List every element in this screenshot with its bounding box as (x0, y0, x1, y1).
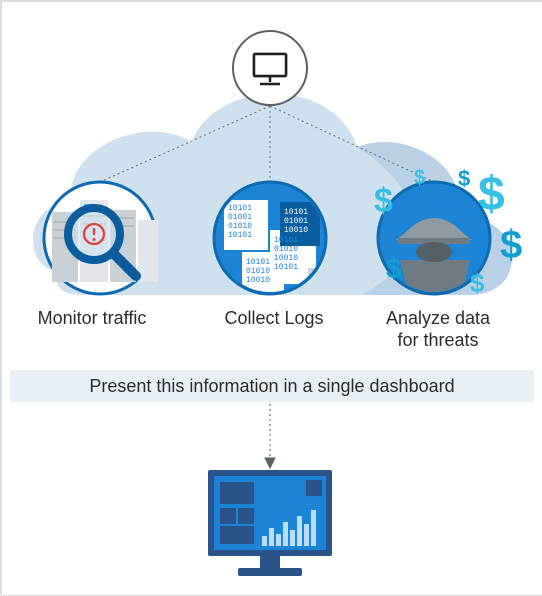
svg-text:01010: 01010 (228, 222, 252, 231)
svg-text:01010: 01010 (274, 245, 298, 254)
svg-text:$: $ (458, 166, 470, 191)
label-monitor-traffic: Monitor traffic (12, 308, 172, 330)
top-monitor-node (233, 31, 307, 105)
svg-text:01010: 01010 (246, 267, 270, 276)
svg-text:$: $ (478, 168, 505, 221)
svg-text:10101: 10101 (246, 258, 270, 267)
svg-text:$: $ (500, 223, 522, 267)
svg-text:01001: 01001 (228, 213, 252, 222)
svg-text:10010: 10010 (284, 226, 308, 235)
banner-to-dashboard-arrow (265, 404, 275, 468)
svg-text:$: $ (414, 167, 425, 189)
svg-text:$: $ (374, 182, 393, 220)
svg-text:10010: 10010 (274, 254, 298, 263)
label-analyze-threats: Analyze data for threats (358, 308, 518, 351)
svg-text:10101: 10101 (274, 263, 298, 272)
svg-text:10101: 10101 (228, 204, 252, 213)
diagram-svg: 10101010010101010101 1010101010100101010… (2, 2, 542, 596)
svg-text:10010: 10010 (246, 276, 270, 285)
dashboard-banner: Present this information in a single das… (10, 370, 534, 402)
svg-text:$: $ (386, 253, 402, 284)
svg-text:10101: 10101 (284, 208, 308, 217)
dashboard-banner-text: Present this information in a single das… (89, 376, 454, 397)
svg-text:01001: 01001 (284, 217, 308, 226)
node-monitor-traffic (44, 182, 158, 294)
label-collect-logs: Collect Logs (194, 308, 354, 330)
svg-text:10101: 10101 (274, 236, 298, 245)
svg-text:$: $ (470, 268, 485, 298)
dashboard-monitor (208, 470, 332, 576)
svg-text:10101: 10101 (228, 231, 252, 240)
diagram-root: 10101010010101010101 1010101010100101010… (2, 2, 542, 595)
